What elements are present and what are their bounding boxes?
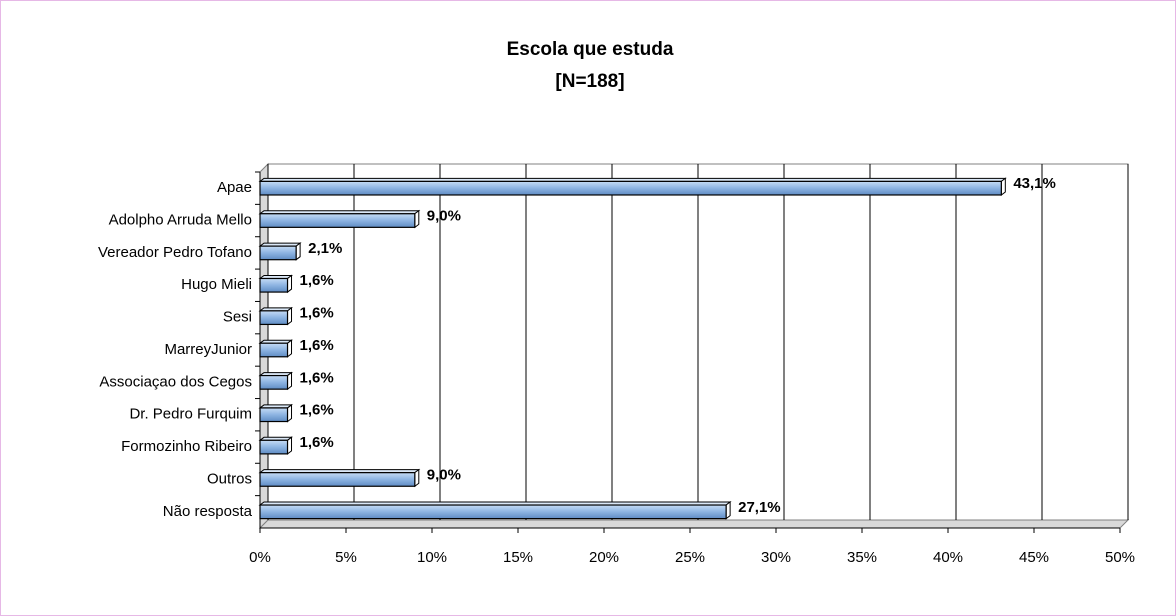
bar [259, 472, 416, 487]
x-tick-label: 0% [249, 549, 271, 566]
x-tick-label: 30% [761, 549, 791, 566]
x-tick-label: 5% [335, 549, 357, 566]
value-label: 43,1% [1013, 175, 1056, 192]
y-tick-label: Não resposta [163, 503, 253, 520]
x-tick-label: 40% [933, 549, 963, 566]
bar [259, 374, 289, 390]
y-tick-label: Sesi [223, 309, 252, 326]
bar [259, 310, 289, 326]
value-label: 1,6% [300, 369, 334, 386]
value-label: 2,1% [308, 240, 342, 257]
value-label: 27,1% [738, 499, 781, 516]
value-label: 9,0% [427, 466, 461, 483]
bar [259, 245, 297, 261]
y-tick-label: Outros [207, 470, 252, 487]
x-tick-label: 20% [589, 549, 619, 566]
x-tick-label: 10% [417, 549, 447, 566]
y-tick-label: Dr. Pedro Furquim [129, 406, 252, 423]
bar [259, 213, 416, 228]
x-tick-label: 25% [675, 549, 705, 566]
chart-subtitle: [N=188] [555, 71, 624, 92]
y-tick-label: Vereador Pedro Tofano [98, 244, 252, 261]
y-tick-label: Apae [217, 179, 252, 196]
y-tick-label: Hugo Mieli [181, 276, 252, 293]
y-tick-label: Associaçao dos Cegos [99, 373, 252, 390]
x-tick-label: 15% [503, 549, 533, 566]
value-label: 1,6% [300, 272, 334, 289]
plot-floor [258, 519, 1130, 529]
bar [259, 407, 289, 423]
bar [259, 342, 289, 358]
bar [259, 504, 727, 520]
value-label: 1,6% [300, 337, 334, 354]
x-tick-label: 50% [1105, 549, 1135, 566]
value-label: 1,6% [300, 305, 334, 322]
y-tick-label: MarreyJunior [164, 341, 252, 358]
x-tick-label: 45% [1019, 549, 1049, 566]
value-label: 1,6% [300, 434, 334, 451]
bar [259, 180, 1002, 196]
y-tick-label: Adolpho Arruda Mello [109, 212, 252, 229]
value-label: 9,0% [427, 208, 461, 225]
bar [259, 439, 289, 455]
value-label: 1,6% [300, 402, 334, 419]
bar [259, 277, 289, 293]
chart-title: Escola que estuda [507, 39, 674, 60]
bar-end [295, 242, 301, 261]
x-tick-label: 35% [847, 549, 877, 566]
y-tick-label: Formozinho Ribeiro [121, 438, 252, 455]
